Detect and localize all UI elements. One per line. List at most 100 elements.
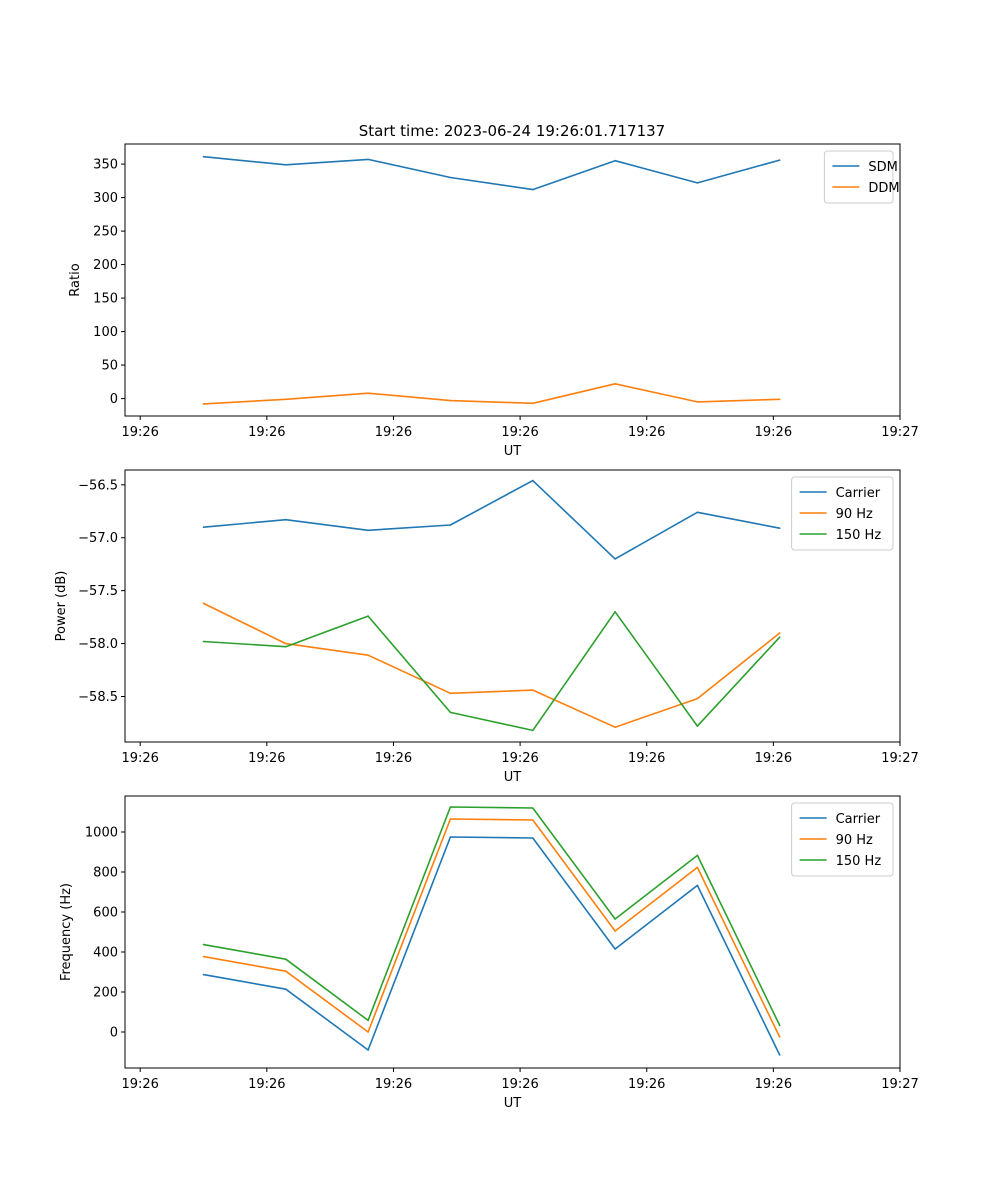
power-data-point — [449, 524, 452, 526]
power-x-tick-label: 19:26 — [628, 751, 665, 766]
frequency-data-point — [202, 943, 205, 946]
ratio-data-point — [778, 159, 781, 161]
frequency-data-point — [367, 1019, 369, 1022]
ratio-data-point — [367, 392, 369, 395]
power-data-point — [202, 602, 205, 605]
frequency-data-point — [532, 807, 534, 809]
frequency-y-tick-label: 400 — [93, 946, 118, 961]
ratio-x-tick-label: 19:26 — [121, 425, 158, 440]
frequency-y-tick-label: 0 — [110, 1026, 118, 1041]
frequency-data-point — [696, 866, 699, 869]
ratio-y-tick-label: 200 — [93, 258, 118, 273]
ratio-x-tick-label: 19:26 — [375, 425, 412, 440]
ratio-data-point — [449, 399, 452, 402]
power-legend-box — [791, 476, 894, 551]
power-data-point — [285, 642, 287, 645]
power-data-point — [778, 527, 781, 529]
power-data-point — [696, 697, 699, 700]
frequency-x-tick-label: 19:26 — [121, 1077, 158, 1092]
ratio-y-tick-label: 150 — [93, 292, 118, 307]
frequency-data-point — [285, 970, 287, 972]
ratio-data-point — [532, 188, 534, 191]
power-data-point — [696, 511, 699, 514]
frequency-data-point — [778, 1024, 781, 1027]
ratio-x-tick-label: 19:26 — [248, 425, 285, 440]
frequency-legend: Carrier 90 Hz 150 Hz — [791, 802, 894, 877]
ratio-x-axis-label: UT — [504, 444, 522, 459]
frequency-data-point — [614, 918, 616, 920]
ratio-y-tick-label: 50 — [101, 359, 118, 374]
ratio-panel: 19:26 19:26 19:26 19:26 19:26 19:26 19:27 0 50 10… — [68, 143, 919, 459]
frequency-data-point — [449, 806, 452, 808]
frequency-series-150-hz-line — [203, 806, 781, 1026]
power-y-tick-label: −58.5 — [78, 690, 118, 705]
ratio-data-point — [696, 401, 699, 403]
power-series-150-hz-line — [203, 610, 781, 732]
power-y-tick-label: −58.0 — [78, 637, 118, 652]
frequency-panel: 19:26 19:26 19:26 19:26 19:26 19:26 19:27 0 200 4… — [59, 795, 919, 1111]
frequency-x-tick-label: 19:26 — [375, 1077, 412, 1092]
ratio-y-tick-label: 250 — [93, 225, 118, 240]
frequency-data-point — [614, 930, 616, 932]
ratio-data-point — [285, 398, 287, 401]
frequency-data-point — [367, 1049, 369, 1051]
frequency-data-point — [614, 948, 616, 950]
frequency-series-carrier-line — [203, 836, 781, 1056]
power-series-carrier-line — [203, 479, 780, 560]
power-y-tick-label: −57.5 — [78, 584, 118, 599]
power-axes-frame — [124, 469, 901, 743]
ratio-data-point — [367, 158, 369, 161]
power-data-point — [367, 529, 369, 532]
power-data-point — [449, 692, 452, 695]
frequency-data-point — [696, 884, 699, 887]
power-data-point — [778, 632, 781, 634]
ratio-y-tick-label: 350 — [93, 158, 118, 173]
ratio-x-tick-label: 19:27 — [881, 425, 918, 440]
frequency-series-90-hz-line — [203, 818, 781, 1038]
frequency-data-point — [449, 818, 452, 820]
ratio-axes-frame — [124, 143, 901, 417]
ratio-data-point — [778, 398, 781, 401]
power-y-tick-label: −57.0 — [78, 531, 118, 546]
ratio-y-tick-label: 300 — [93, 191, 118, 206]
ratio-data-point — [449, 176, 452, 179]
power-x-tick-label: 19:27 — [881, 751, 918, 766]
power-x-tick-label: 19:26 — [375, 751, 412, 766]
power-data-point — [285, 518, 287, 521]
frequency-legend-box — [791, 802, 894, 877]
power-legend-label: 150 Hz — [836, 528, 882, 543]
frequency-y-tick-label: 200 — [93, 986, 118, 1001]
power-legend-label: 90 Hz — [836, 507, 873, 522]
ratio-y-axis-label: Ratio — [68, 263, 83, 296]
power-data-point — [367, 615, 369, 617]
frequency-data-point — [285, 988, 287, 990]
power-data-point — [449, 711, 452, 714]
ratio-data-point — [202, 403, 205, 405]
frequency-data-point — [532, 819, 534, 821]
power-x-axis-label: UT — [504, 770, 522, 785]
ratio-data-point — [614, 383, 616, 385]
frequency-y-axis-label: Frequency (Hz) — [59, 883, 74, 981]
power-data-point — [614, 726, 616, 728]
frequency-legend-label: 150 Hz — [836, 854, 882, 869]
ratio-data-point — [532, 402, 534, 405]
power-data-point — [532, 729, 534, 732]
ratio-data-point — [202, 155, 205, 158]
frequency-data-point — [367, 1031, 369, 1033]
frequency-x-tick-label: 19:26 — [501, 1077, 538, 1092]
power-data-point — [778, 636, 781, 638]
frequency-data-point — [532, 837, 534, 839]
ratio-data-point — [614, 159, 616, 162]
power-legend: Carrier 90 Hz 150 Hz — [791, 476, 894, 551]
frequency-data-point — [778, 1054, 781, 1056]
frequency-x-tick-label: 19:26 — [628, 1077, 665, 1092]
ratio-legend-label: DDM — [868, 181, 899, 196]
ratio-x-tick-label: 19:26 — [628, 425, 665, 440]
frequency-x-tick-label: 19:26 — [248, 1077, 285, 1092]
power-y-tick-label: −56.5 — [78, 478, 118, 493]
frequency-data-point — [449, 836, 452, 838]
frequency-legend-label: Carrier — [836, 812, 881, 827]
power-series-90-hz-line — [203, 602, 781, 729]
power-x-tick-label: 19:26 — [121, 751, 158, 766]
